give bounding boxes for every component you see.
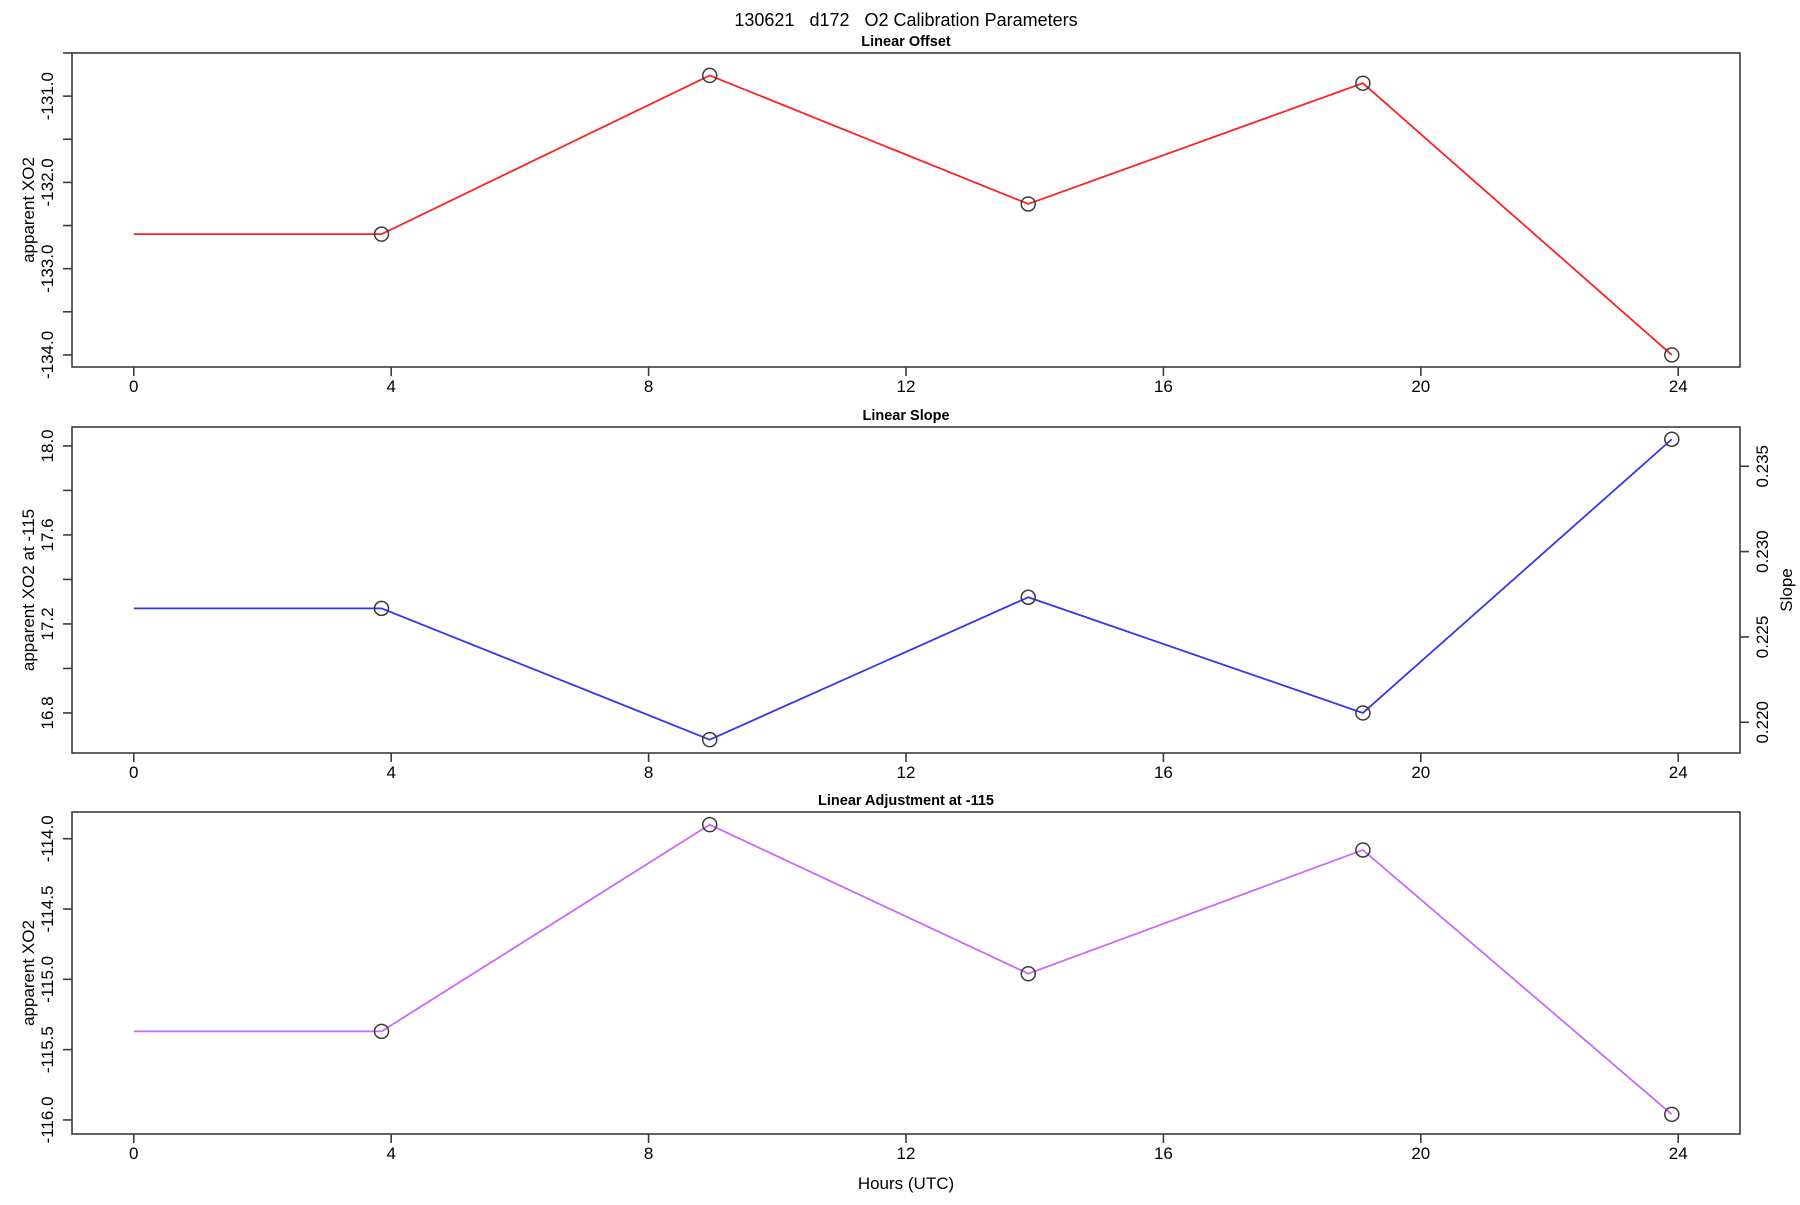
y-tick-label: -116.0 [38,1096,57,1143]
y-axis-title: apparent XO2 [19,920,38,1026]
x-tick-label: 24 [1669,763,1688,782]
x-tick-label: 16 [1154,1144,1173,1163]
data-point-marker [1664,347,1680,363]
data-point-marker [373,1023,390,1040]
x-tick-label: 4 [386,1144,395,1163]
panel-title: Linear Offset [861,34,951,50]
data-point-marker [373,600,390,617]
x-tick-label: 20 [1411,763,1430,782]
panel-border [71,811,1741,1135]
series-line [133,823,1673,1115]
x-tick-label: 4 [386,763,395,782]
x-axis-title: Hours (UTC) [858,1174,954,1193]
y-tick-label: -115.5 [38,1026,57,1073]
y-tick-label: -133.0 [38,245,57,293]
panel-linear-offset: Linear Offset 0 4 8 12 16 20 24 -131.0 -132.0 -133… [19,34,1741,396]
figure-title: 130621 d172 O2 Calibration Parameters [734,10,1077,30]
x-tick-label: 24 [1669,377,1688,396]
y-tick-label: -131.0 [38,72,57,120]
x-tick-label: 12 [897,1144,916,1163]
x-tick-label: 16 [1154,763,1173,782]
series-line [133,438,1673,741]
right-y-tick-label: 0.220 [1753,701,1772,744]
x-tick-label: 24 [1669,1144,1688,1163]
data-point-marker [1664,431,1680,447]
y-tick-label: -132.0 [38,158,57,206]
y-tick-label: 17.2 [38,607,57,640]
y-tick-label: -114.0 [38,815,57,862]
y-tick-label: -114.5 [38,886,57,933]
x-tick-label: 0 [129,763,138,782]
data-point-marker [701,731,718,748]
y-tick-label: 17.6 [38,518,57,551]
x-tick-label: 0 [129,1144,138,1163]
right-y-axis-title: Slope [1777,568,1796,611]
y-tick-label: -115.0 [38,956,57,1003]
panel-border [71,426,1741,754]
data-point-marker [1355,842,1371,858]
x-tick-label: 0 [129,377,138,396]
y-tick-label: -134.0 [38,331,57,379]
data-point-marker [1355,75,1371,91]
x-tick-label: 16 [1154,377,1173,396]
y-tick-label: 16.8 [38,696,57,729]
x-tick-label: 8 [644,1144,653,1163]
x-tick-label: 20 [1411,1144,1430,1163]
x-tick-label: 12 [897,763,916,782]
data-point-marker [701,816,718,833]
panel-linear-slope: Linear Slope 0 4 8 12 16 20 24 16.8 17.2 17.6 18.0 a… [19,408,1796,782]
data-point-marker [1664,1106,1680,1123]
panel-linear-adjustment-at-115: Linear Adjustment at -115 0 4 8 12 16 20 24 -114… [19,793,1741,1163]
data-point-marker [1020,589,1037,605]
data-point-marker [701,67,718,84]
x-tick-label: 12 [897,377,916,396]
right-y-tick-label: 0.235 [1753,445,1772,488]
panels-group: Linear Offset 0 4 8 12 16 20 24 -131.0 -132.0 -133… [19,34,1796,1163]
x-tick-label: 8 [644,763,653,782]
y-axis-title: apparent XO2 [19,157,38,263]
panel-border [71,52,1741,368]
data-point-marker [1020,965,1037,982]
panel-title: Linear Adjustment at -115 [818,793,994,809]
data-point-marker [373,226,390,242]
right-y-tick-label: 0.225 [1753,616,1772,659]
y-axis-title: apparent XO2 at -115 [19,509,38,671]
panel-title: Linear Slope [862,408,949,424]
data-point-marker [1020,196,1037,212]
series-line [133,74,1673,356]
right-y-tick-label: 0.230 [1753,530,1772,573]
data-point-marker [1355,705,1371,721]
x-tick-label: 20 [1411,377,1430,396]
y-tick-label: 18.0 [38,429,57,462]
x-tick-label: 4 [386,377,395,396]
x-tick-label: 8 [644,377,653,396]
